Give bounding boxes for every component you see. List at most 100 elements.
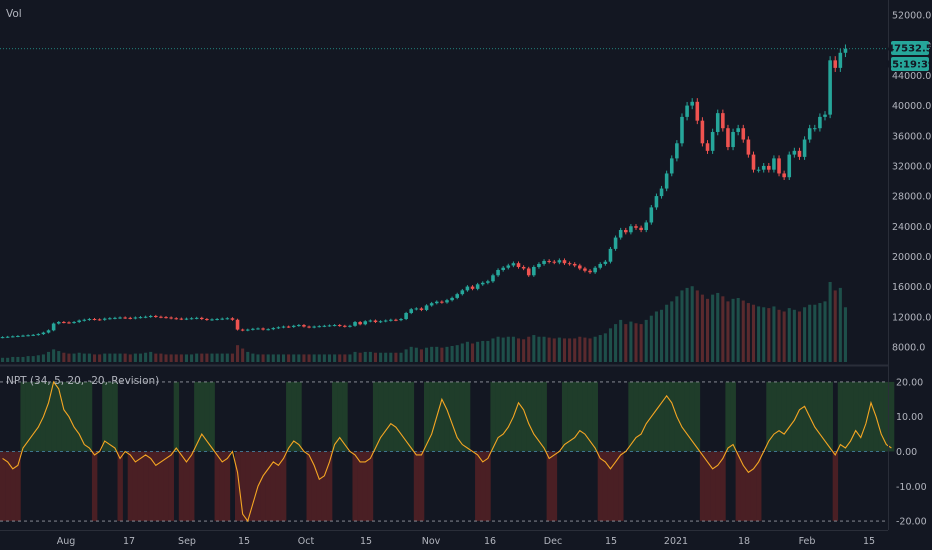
npt-band-positive [643, 381, 650, 452]
countdown-badge: 15:19:39 [885, 57, 932, 71]
volume-bar [118, 353, 122, 362]
candle-body [368, 320, 373, 322]
volume-bar [210, 353, 214, 362]
volume-bar [629, 321, 633, 362]
volume-bar [312, 354, 316, 362]
npt-band-positive [868, 381, 874, 452]
candle-body [41, 332, 46, 335]
main-panel-background [0, 0, 888, 365]
candle-body [675, 143, 679, 159]
candle-body [154, 316, 158, 317]
candle-body [680, 116, 684, 144]
npt-band-positive [694, 381, 701, 452]
volume-bar [782, 311, 786, 362]
time-tick-label: 17 [123, 536, 135, 547]
npt-band-positive [204, 381, 210, 452]
npt-band-negative [189, 451, 195, 522]
time-axis[interactable]: Aug 17 Sep 15 Oct 15 Nov 16 Dec 15 2021 18 Feb 15 [0, 530, 888, 548]
npt-band-positive [71, 381, 77, 452]
candle-body [56, 322, 61, 324]
candle-body [434, 301, 439, 304]
candle-body [240, 329, 245, 331]
candle-body [143, 316, 148, 318]
volume-bar [455, 345, 459, 362]
volume-bar [338, 354, 342, 362]
candle-body [726, 128, 730, 148]
npt-band-positive [51, 381, 57, 452]
npt-band-positive [853, 381, 859, 452]
candle-body [526, 268, 531, 276]
volume-bar [404, 349, 408, 362]
npt-band-positive [81, 381, 88, 452]
volume-bars [1, 282, 847, 362]
volume-bar [465, 341, 469, 362]
npt-band-negative [362, 451, 369, 522]
price-tick-label: 32000.0 [892, 161, 931, 172]
candle-body [608, 248, 613, 262]
npt-band-positive [291, 381, 297, 452]
npt-band-positive [388, 381, 394, 452]
volume-bar [491, 338, 495, 362]
npt-band-negative [15, 451, 21, 522]
candle-body [603, 261, 608, 264]
npt-band-positive [393, 381, 399, 452]
candle-body [5, 336, 10, 338]
npt-band-negative [607, 451, 614, 522]
npt-band-positive [112, 381, 118, 452]
npt-band-negative [745, 451, 752, 522]
volume-bar [736, 298, 740, 362]
volume-bar [251, 353, 255, 362]
volume-bar [11, 356, 15, 362]
candle-body [578, 265, 582, 269]
volume-bar [757, 306, 761, 362]
npt-band-positive [526, 381, 532, 452]
candle-body [424, 305, 429, 310]
candle-body [480, 282, 485, 285]
npt-band-negative [720, 451, 726, 522]
volume-bar [26, 356, 30, 362]
npt-band-negative [183, 451, 190, 522]
candle-body [205, 319, 209, 321]
npt-band-positive [490, 381, 496, 452]
candle-body [700, 120, 705, 144]
npt-band-positive [342, 381, 348, 452]
npt-band-positive [454, 381, 461, 452]
npt-band-positive [35, 381, 42, 452]
npt-band-negative [178, 451, 185, 522]
countdown-badge-background [891, 57, 929, 71]
npt-band-negative [280, 451, 287, 522]
volume-bar [777, 309, 781, 362]
volume-bar [220, 353, 224, 362]
candle-body [537, 263, 541, 267]
volume-bar [174, 354, 178, 362]
volume-bar [266, 354, 270, 362]
candle-body [833, 60, 838, 68]
price-axis[interactable]: 52000.048000.044000.040000.036000.032000… [885, 0, 932, 530]
candle-body [460, 290, 465, 295]
volume-bar [425, 347, 429, 362]
volume-bar [695, 290, 699, 362]
price-tick-label: 40000.0 [892, 101, 931, 112]
npt-band-positive [505, 381, 512, 452]
volume-bar [445, 346, 449, 362]
indicator-axis-ticks: 20.00 10.00 0.00 -10.00 -20.00 [896, 377, 927, 527]
npt-band-positive [791, 381, 798, 452]
npt-band-negative [275, 451, 282, 522]
volume-bar [246, 351, 250, 362]
candle-body [235, 319, 240, 330]
npt-band-negative [326, 451, 333, 522]
npt-band-positive [515, 381, 522, 452]
candle-body [189, 318, 194, 320]
npt-band-negative [163, 451, 169, 522]
price-tick-label: 12000.0 [892, 312, 931, 323]
indicator-tick-label: 10.00 [896, 412, 923, 423]
npt-band-positive [664, 381, 670, 452]
npt-band-positive [439, 381, 445, 452]
npt-band-positive [653, 381, 660, 452]
volume-bar [261, 354, 265, 362]
candle-body [669, 158, 674, 174]
volume-bar [149, 351, 153, 362]
candle-body [521, 266, 526, 269]
volume-bar [205, 353, 209, 362]
